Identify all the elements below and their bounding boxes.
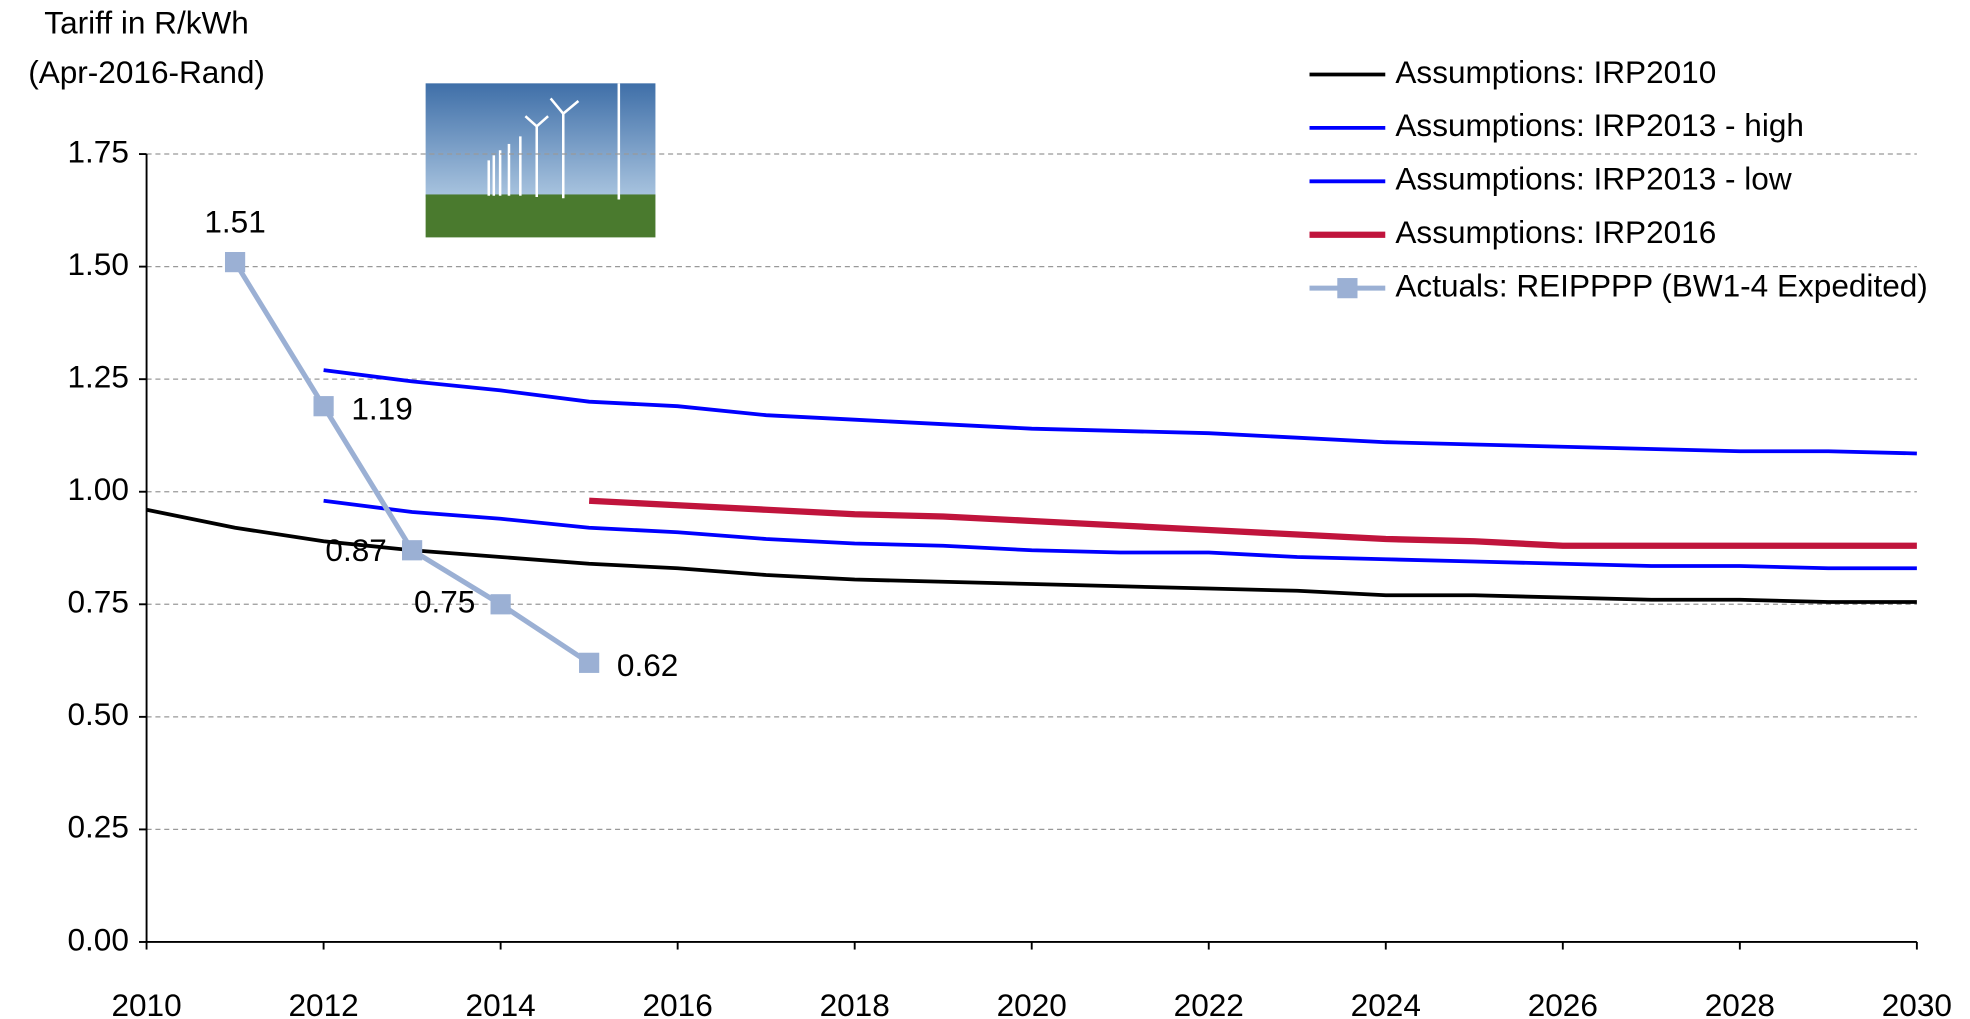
series-line <box>323 498 1917 571</box>
x-tick-label: 2018 <box>820 987 890 1019</box>
data-label: 0.75 <box>414 584 475 620</box>
x-tick-label: 2022 <box>1174 987 1244 1019</box>
x-tick-label: 2012 <box>289 987 359 1019</box>
photo <box>425 83 656 238</box>
marker <box>490 594 511 615</box>
x-tick-label: 2010 <box>111 987 181 1019</box>
y-axis-title: Tariff in R/kWh <box>44 5 249 41</box>
legend-marker <box>1337 278 1358 299</box>
series-line <box>146 507 1917 604</box>
x-tick-label: 2016 <box>643 987 713 1019</box>
legend-label: Assumptions: IRP2016 <box>1395 214 1716 250</box>
data-label: 1.19 <box>351 391 412 427</box>
y-tick-label: 1.50 <box>67 246 128 282</box>
data-label: 0.62 <box>617 647 678 683</box>
y-tick-label: 0.00 <box>67 921 128 957</box>
y-tick-label: 1.75 <box>67 133 128 169</box>
y-tick-label: 0.75 <box>67 584 128 620</box>
series-line <box>588 497 1917 549</box>
x-tick-label: 2020 <box>997 987 1067 1019</box>
legend-label: Assumptions: IRP2013 - high <box>1395 107 1804 143</box>
x-tick-label: 2024 <box>1351 987 1421 1019</box>
series-line <box>232 260 591 665</box>
y-tick-label: 1.25 <box>67 359 128 395</box>
x-tick-label: 2026 <box>1528 987 1598 1019</box>
data-label: 1.51 <box>204 204 265 240</box>
x-tick-label: 2014 <box>466 987 536 1019</box>
y-axis-title: (Apr-2016-Rand) <box>28 54 265 90</box>
legend-label: Actuals: REIPPPP (BW1-4 Expedited) <box>1395 267 1927 303</box>
x-tick-label: 2030 <box>1882 987 1952 1019</box>
legend-label: Assumptions: IRP2013 - low <box>1395 161 1791 197</box>
x-tick-label: 2028 <box>1705 987 1775 1019</box>
series-line <box>323 368 1917 456</box>
marker <box>313 396 334 417</box>
marker <box>402 540 423 561</box>
y-tick-label: 0.25 <box>67 809 128 845</box>
marker <box>579 652 600 673</box>
marker <box>224 252 246 273</box>
y-tick-label: 1.00 <box>67 471 128 507</box>
data-label: 0.87 <box>325 532 386 568</box>
legend-label: Assumptions: IRP2010 <box>1395 54 1716 90</box>
y-tick-label: 0.50 <box>67 696 128 732</box>
